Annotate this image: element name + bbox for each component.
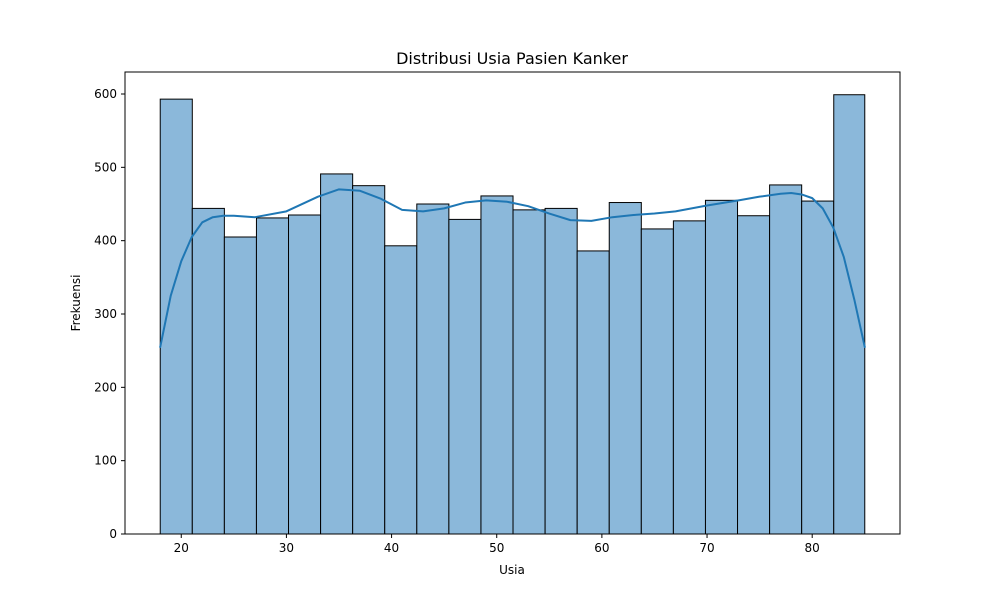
histogram-bar-4: [288, 214, 322, 535]
histogram-bar-17: [704, 199, 739, 535]
histogram-bar-20: [801, 200, 835, 535]
chart-title: Distribusi Usia Pasien Kanker: [396, 49, 628, 68]
kde-curve-group: [159, 188, 866, 348]
y-tick-label: 600: [94, 87, 117, 101]
x-tick-label: 40: [384, 541, 399, 555]
y-tick-label: 100: [94, 454, 117, 468]
histogram-bar-21: [833, 94, 866, 535]
histogram-bar-13: [576, 250, 610, 535]
x-axis-label: Usia: [499, 563, 525, 577]
histogram-bar-5: [320, 173, 354, 535]
histogram-bar-8: [416, 203, 450, 535]
x-tick-label: 70: [699, 541, 714, 555]
x-tick-label: 20: [174, 541, 189, 555]
histogram-bar-14: [608, 202, 642, 535]
histogram-bar-18: [737, 215, 771, 535]
histogram-bar-11: [512, 209, 546, 535]
histogram-bars: [159, 94, 866, 535]
x-tick-label: 50: [489, 541, 504, 555]
histogram-bar-1: [191, 207, 225, 535]
histogram-bar-12: [544, 207, 578, 535]
y-tick-label: 500: [94, 160, 117, 174]
y-tick-label: 400: [94, 234, 117, 248]
histogram-bar-6: [352, 185, 386, 535]
histogram-bar-7: [384, 245, 418, 535]
histogram-bar-9: [448, 218, 482, 535]
y-tick-label: 200: [94, 380, 117, 394]
histogram-bar-2: [223, 236, 257, 535]
histogram-bar-16: [672, 220, 706, 535]
histogram-bar-3: [255, 217, 290, 535]
y-axis-ticks: 0 100 200 300 400 500 600: [94, 87, 125, 541]
histogram-bar-15: [640, 228, 674, 535]
x-axis-ticks: 20 30 40 50 60 70 80: [174, 534, 820, 555]
x-tick-label: 60: [594, 541, 609, 555]
y-tick-label: 300: [94, 307, 117, 321]
y-tick-label: 0: [109, 527, 117, 541]
plot-frame: [124, 71, 901, 535]
histogram-bar-10: [480, 195, 514, 535]
histogram-bar-19: [769, 184, 803, 535]
y-axis-label: Frekuensi: [69, 275, 83, 332]
histogram-bar-0: [159, 98, 193, 535]
x-tick-label: 30: [279, 541, 294, 555]
x-tick-label: 80: [805, 541, 820, 555]
kde-line: [159, 188, 866, 348]
